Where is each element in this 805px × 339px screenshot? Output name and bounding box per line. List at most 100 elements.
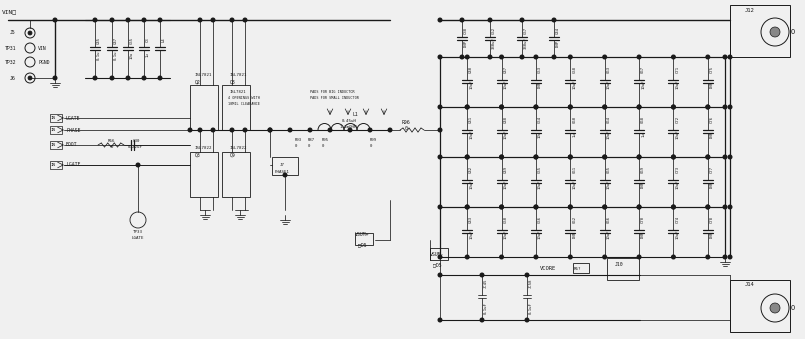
Circle shape bbox=[535, 105, 538, 109]
Text: 10uF: 10uF bbox=[572, 80, 576, 89]
Bar bbox=[430, 248, 448, 260]
Text: □D5: □D5 bbox=[433, 262, 442, 267]
Circle shape bbox=[535, 55, 538, 59]
Circle shape bbox=[488, 18, 492, 22]
Text: C57: C57 bbox=[524, 26, 528, 34]
Text: C67: C67 bbox=[641, 66, 645, 73]
Text: O: O bbox=[791, 305, 795, 311]
Circle shape bbox=[500, 205, 503, 209]
Circle shape bbox=[671, 105, 675, 109]
Circle shape bbox=[603, 155, 606, 159]
Text: 0.45uH: 0.45uH bbox=[342, 119, 357, 123]
Circle shape bbox=[438, 255, 442, 259]
Circle shape bbox=[706, 205, 710, 209]
Circle shape bbox=[638, 155, 641, 159]
Circle shape bbox=[465, 155, 469, 159]
Text: 0.22uF: 0.22uF bbox=[128, 145, 143, 149]
Text: DNP: DNP bbox=[710, 181, 714, 188]
Text: 1u: 1u bbox=[572, 132, 576, 137]
Text: C55: C55 bbox=[538, 166, 542, 173]
Bar bbox=[222, 152, 250, 197]
Circle shape bbox=[723, 205, 727, 209]
Text: 10uF: 10uF bbox=[572, 180, 576, 189]
Circle shape bbox=[535, 105, 538, 109]
Circle shape bbox=[706, 205, 710, 209]
Circle shape bbox=[723, 155, 727, 159]
Text: C50: C50 bbox=[504, 216, 508, 223]
Circle shape bbox=[671, 55, 675, 59]
Text: C66: C66 bbox=[607, 216, 611, 223]
Circle shape bbox=[723, 55, 727, 59]
Text: 10uF: 10uF bbox=[538, 180, 542, 189]
Circle shape bbox=[671, 205, 675, 209]
Circle shape bbox=[438, 205, 442, 209]
Circle shape bbox=[520, 18, 524, 22]
Text: 1u: 1u bbox=[146, 53, 150, 57]
Circle shape bbox=[770, 303, 780, 313]
Circle shape bbox=[28, 76, 32, 80]
Text: DNP: DNP bbox=[710, 131, 714, 138]
Text: C41: C41 bbox=[469, 116, 473, 123]
Text: 10uF: 10uF bbox=[607, 80, 611, 89]
Circle shape bbox=[638, 155, 641, 159]
Bar bbox=[730, 5, 790, 57]
Text: DNP: DNP bbox=[538, 81, 542, 88]
Text: DNP: DNP bbox=[572, 231, 576, 238]
Text: LGATE: LGATE bbox=[132, 236, 144, 240]
Circle shape bbox=[438, 155, 442, 159]
Text: 10uF: 10uF bbox=[675, 180, 679, 189]
Circle shape bbox=[500, 155, 503, 159]
Text: 0.1u: 0.1u bbox=[97, 50, 101, 60]
Circle shape bbox=[159, 18, 162, 22]
Circle shape bbox=[638, 255, 641, 259]
Circle shape bbox=[671, 155, 675, 159]
Text: C78: C78 bbox=[710, 216, 714, 223]
Circle shape bbox=[142, 76, 146, 80]
Text: 0.1uF: 0.1uF bbox=[529, 302, 533, 314]
Circle shape bbox=[465, 55, 469, 59]
Text: C61: C61 bbox=[572, 166, 576, 173]
Text: C47: C47 bbox=[504, 66, 508, 73]
Circle shape bbox=[268, 128, 272, 132]
Circle shape bbox=[198, 128, 202, 132]
Circle shape bbox=[568, 205, 572, 209]
Bar bbox=[50, 114, 62, 122]
Text: JC45: JC45 bbox=[484, 278, 488, 288]
Bar bbox=[50, 161, 62, 169]
Text: VIN□: VIN□ bbox=[2, 9, 17, 15]
Text: J6: J6 bbox=[10, 76, 16, 80]
Text: LGATE: LGATE bbox=[66, 162, 80, 167]
Text: 10uF: 10uF bbox=[469, 180, 473, 189]
Bar bbox=[272, 157, 298, 175]
Text: TP33: TP33 bbox=[133, 230, 143, 234]
Circle shape bbox=[110, 76, 114, 80]
Text: R96: R96 bbox=[402, 120, 411, 124]
Text: 10uF: 10uF bbox=[607, 180, 611, 189]
Text: 10uF: 10uF bbox=[607, 130, 611, 139]
Text: C54: C54 bbox=[538, 116, 542, 123]
Circle shape bbox=[603, 205, 606, 209]
Circle shape bbox=[438, 318, 442, 322]
Text: IN: IN bbox=[51, 116, 56, 120]
Text: Q3: Q3 bbox=[195, 153, 200, 158]
Text: C77: C77 bbox=[710, 166, 714, 173]
Text: 330uF: 330uF bbox=[524, 37, 528, 49]
Circle shape bbox=[142, 18, 146, 22]
Text: VCORE: VCORE bbox=[540, 265, 556, 271]
Text: Q2: Q2 bbox=[195, 80, 200, 84]
Circle shape bbox=[568, 55, 572, 59]
Text: BOOT: BOOT bbox=[66, 142, 77, 147]
Circle shape bbox=[520, 55, 524, 59]
Circle shape bbox=[552, 18, 555, 22]
Circle shape bbox=[126, 18, 130, 22]
Bar bbox=[190, 152, 218, 197]
Text: IN: IN bbox=[51, 143, 56, 147]
Text: R99: R99 bbox=[370, 138, 377, 142]
Text: C71: C71 bbox=[675, 66, 679, 73]
Circle shape bbox=[729, 55, 732, 59]
Text: 0: 0 bbox=[370, 144, 373, 148]
Circle shape bbox=[723, 255, 727, 259]
Circle shape bbox=[438, 128, 442, 132]
Circle shape bbox=[568, 155, 572, 159]
Text: 10uF: 10uF bbox=[469, 230, 473, 239]
